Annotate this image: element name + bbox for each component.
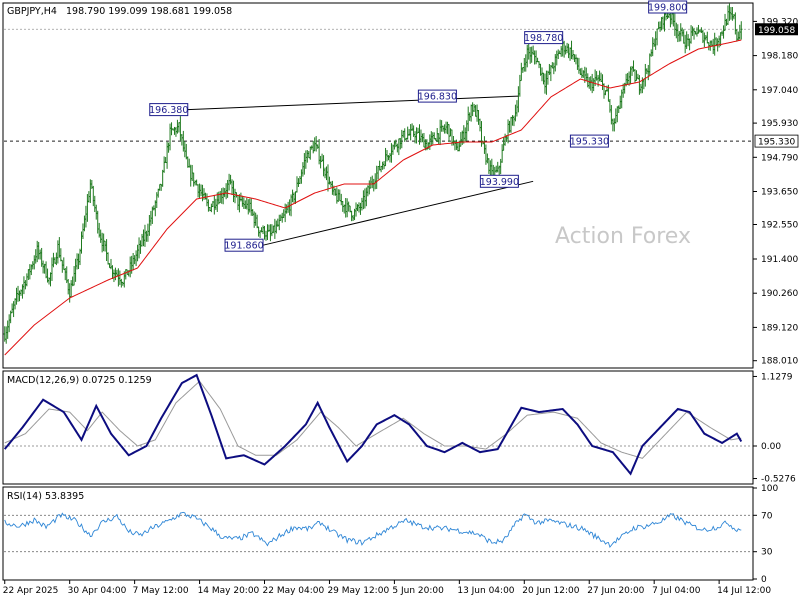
upper-trendline [187, 95, 519, 111]
price-bars [3, 3, 743, 344]
price-axis-tick-label: 189.120 [761, 323, 798, 333]
rsi-axis-tick-label: 30 [761, 548, 773, 558]
price-moving-average [4, 39, 742, 356]
x-axis-tick-label: 5 Jun 20:00 [392, 586, 444, 596]
price-annotation-label: 198.780 [524, 33, 563, 44]
moving-average-line [4, 39, 742, 356]
x-axis-tick-label: 27 Jun 20:00 [587, 586, 644, 596]
macd-signal-line [4, 380, 742, 459]
x-axis-tick-label: 22 May 04:00 [263, 586, 325, 596]
x-axis-tick-label: 30 Apr 04:00 [68, 586, 127, 596]
price-annotation: 199.800 [648, 0, 688, 14]
current-price-tag [755, 23, 798, 36]
price-annotation-box [149, 103, 189, 117]
rsi-axis-tick-label: 0 [761, 575, 767, 585]
x-axis-tick-label: 7 May 12:00 [133, 586, 189, 596]
macd-axis-tick-label: 0.00 [761, 442, 781, 452]
price-trendlines [187, 95, 534, 246]
macd-pane-frame [2, 370, 754, 485]
rsi-pane-frame [2, 486, 754, 581]
price-axis-tick-label: 199.320 [761, 17, 798, 27]
x-axis-tick-label: 29 May 12:00 [327, 586, 389, 596]
price-axis-tick-label: 188.010 [761, 357, 798, 367]
chart-header: GBPJPY,H4 198.790 199.099 198.681 199.05… [7, 6, 232, 17]
price-annotation-box [224, 238, 264, 252]
price-annotation: 196.830 [417, 89, 457, 103]
macd-title: MACD(12,26,9) 0.0725 0.1259 [7, 375, 152, 386]
rsi-axis-tick-label: 70 [761, 511, 773, 521]
price-annotation: 193.990 [479, 174, 519, 188]
price-annotation: 191.860 [224, 238, 264, 252]
support-level-tag [754, 134, 799, 148]
macd-main-line [3, 373, 743, 476]
rsi-title: RSI(14) 53.8395 [7, 491, 84, 502]
price-annotation-box [569, 134, 609, 148]
price-annotation-box [479, 174, 519, 188]
macd-axis-tick-label: 1.1279 [761, 372, 793, 382]
price-axis-tick-label: 198.180 [761, 52, 798, 62]
ohlc-values: 198.790 199.099 198.681 199.058 [66, 6, 232, 17]
price-annotation-label: 199.800 [648, 3, 687, 14]
price-annotation-label: 195.330 [570, 137, 609, 148]
price-annotation-label: 193.990 [480, 177, 519, 188]
price-axis-tick-label: 197.040 [761, 86, 798, 96]
price-axis: 188.010 189.120 190.260 191.400 192.550 193.6… [753, 17, 799, 367]
price-annotation-label: 191.860 [224, 241, 263, 252]
watermark: Action Forex [555, 224, 691, 249]
price-annotation: 198.780 [524, 31, 564, 45]
x-axis-tick-label: 7 Jul 04:00 [652, 586, 701, 596]
rsi-layer: 100 70 30 0 [4, 484, 778, 585]
rsi-axis-tick-label: 100 [761, 484, 778, 494]
macd-layer: 1.1279 0.00 -0.5276 [3, 372, 796, 485]
price-annotation-box [417, 89, 457, 103]
price-axis-tick-label: 193.650 [761, 188, 798, 198]
price-axis-tick-label: 191.400 [761, 255, 798, 265]
x-axis-tick-label: 14 May 20:00 [198, 586, 260, 596]
x-axis: 22 Apr 2025 30 Apr 04:00 7 May 12:00 14 May… [3, 580, 771, 596]
price-pane-frame [2, 2, 754, 369]
price-grid [4, 28, 753, 142]
price-annotation: 196.380 [149, 103, 189, 117]
symbol-label: GBPJPY,H4 [7, 6, 57, 17]
x-axis-tick-label: 13 Jun 04:00 [457, 586, 514, 596]
price-axis-tick-label: 190.260 [761, 289, 798, 299]
macd-axis-tick-label: -0.5276 [761, 475, 796, 485]
price-axis-tick-label: 195.930 [761, 119, 798, 129]
price-annotation-label: 196.380 [149, 105, 188, 116]
price-axis-tick-label: 194.790 [761, 153, 798, 163]
price-annotation-label: 196.830 [418, 92, 457, 103]
x-axis-tick-label: 14 Jul 12:00 [717, 586, 771, 596]
x-axis-tick-label: 22 Apr 2025 [3, 586, 59, 596]
price-annotation-box [524, 31, 564, 45]
lower-trendline [262, 180, 534, 246]
price-annotation-box [648, 0, 688, 14]
x-axis-tick-label: 20 Jun 12:00 [522, 586, 579, 596]
ohlc-bar [740, 21, 743, 40]
price-annotations: 196.380 196.830 191.860 193.990 198.780 195.3… [149, 0, 688, 252]
rsi-line [4, 511, 742, 549]
current-price-tag-label: 199.058 [758, 26, 795, 36]
support-level-tag-label: 195.330 [758, 138, 795, 148]
price-annotation: 195.330 [569, 134, 609, 148]
price-axis-tick-label: 192.550 [761, 221, 798, 231]
